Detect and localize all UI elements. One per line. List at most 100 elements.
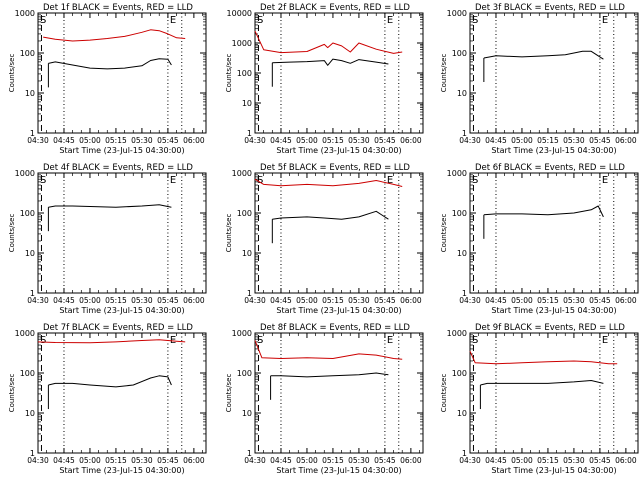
chart-panel-5: Det 5f BLACK = Events, RED = LLD 1 10 100 10… [225,163,424,315]
series-line-events [272,58,389,66]
x-tick-label: 05:00 [296,136,318,145]
chart-panel-4: Det 4f BLACK = Events, RED = LLD 1 10 100 10… [8,163,207,315]
y-tick-label: 1000 [232,169,252,178]
end-marker-label: E [602,15,608,26]
x-tick-label: 06:00 [400,296,422,305]
x-tick-label: 05:00 [79,136,101,145]
x-tick-label: 06:00 [400,456,422,465]
x-tick-label: 06:00 [183,296,205,305]
x-axis-label: Start Time (23-Jul-15 04:30:00) [491,146,616,155]
chart-title: Det 8f BLACK = Events, RED = LLD [260,323,410,333]
chart-panel-8: Det 8f BLACK = Events, RED = LLD 1 10 100 10… [225,323,424,475]
chart-panel-9: Det 9f BLACK = Events, RED = LLD 1 10 100 10… [440,323,639,475]
y-tick-label: 1 [247,449,252,458]
y-axis-label: Counts/sec [225,54,233,93]
x-tick-label: 05:45 [157,296,179,305]
y-tick-label: 100 [237,69,252,78]
x-tick-label: 05:15 [537,136,559,145]
x-tick-label: 05:30 [348,136,370,145]
y-axis-label: Counts/sec [8,54,16,93]
x-axis-label: Start Time (23-Jul-15 04:30:00) [491,306,616,315]
x-tick-label: 05:45 [374,296,396,305]
y-tick-label: 100 [20,49,35,58]
x-axis-label: Start Time (23-Jul-15 04:30:00) [59,466,184,475]
plot-frame [254,172,424,294]
y-tick-label: 1 [30,449,35,458]
x-axis-label: Start Time (23-Jul-15 04:30:00) [59,306,184,315]
series-line-events [483,50,604,60]
plot-frame [254,332,424,454]
start-marker-label: S [257,15,263,26]
chart-title: Det 1f BLACK = Events, RED = LLD [43,3,193,13]
x-tick-label: 06:00 [615,296,637,305]
x-tick-label: 04:45 [53,456,75,465]
y-tick-label: 10 [242,409,252,418]
start-marker-label: S [40,335,46,346]
chart-title: Det 9f BLACK = Events, RED = LLD [475,323,625,333]
end-marker-label: E [387,175,393,186]
chart-panel-1: Det 1f BLACK = Events, RED = LLD 1 10 100 10… [8,3,207,155]
start-marker-label: S [40,15,46,26]
x-tick-label: 05:30 [348,296,370,305]
series-line-lld [254,178,403,187]
chart-title: Det 3f BLACK = Events, RED = LLD [475,3,625,13]
end-marker-label: E [602,175,608,186]
x-tick-label: 04:45 [270,136,292,145]
y-tick-label: 10 [25,89,35,98]
chart-title: Det 7f BLACK = Events, RED = LLD [43,323,193,333]
chart-panel-3: Det 3f BLACK = Events, RED = LLD 1 10 100 10… [440,3,639,155]
chart-title: Det 2f BLACK = Events, RED = LLD [260,3,410,13]
series-line-lld [43,29,186,42]
x-tick-label: 04:30 [459,136,481,145]
x-tick-label: 05:00 [79,296,101,305]
x-tick-label: 06:00 [183,136,205,145]
x-axis-label: Start Time (23-Jul-15 04:30:00) [276,146,401,155]
y-tick-label: 10 [242,99,252,108]
series-line-events [270,372,389,378]
x-tick-label: 05:45 [374,136,396,145]
x-tick-label: 06:00 [400,136,422,145]
x-tick-label: 05:15 [322,456,344,465]
series-line-events [48,375,172,388]
y-tick-label: 1 [30,129,35,138]
plot-frame [469,12,639,134]
y-axis-label: Counts/sec [225,374,233,413]
y-tick-label: 1000 [447,169,467,178]
end-marker-label: E [602,335,608,346]
series-line-lld [254,340,403,360]
y-tick-label: 10 [457,249,467,258]
plot-frame [37,172,207,294]
series-line-lld [254,30,403,54]
x-axis-label: Start Time (23-Jul-15 04:30:00) [276,466,401,475]
x-tick-label: 05:30 [131,136,153,145]
x-tick-label: 05:00 [511,456,533,465]
x-tick-label: 04:30 [244,456,266,465]
x-tick-label: 04:45 [53,296,75,305]
x-tick-label: 04:30 [27,456,49,465]
plot-frame [37,12,207,134]
plot-frame [469,172,639,294]
series-line-events [48,204,172,208]
x-tick-label: 05:45 [589,136,611,145]
start-marker-label: S [40,175,46,186]
x-tick-label: 05:30 [131,296,153,305]
series-line-lld [469,350,618,365]
y-tick-label: 100 [20,369,35,378]
x-tick-label: 04:30 [27,296,49,305]
y-tick-label: 1000 [447,329,467,338]
x-tick-label: 05:00 [296,296,318,305]
series-line-events [48,58,172,70]
series-line-events [483,205,604,218]
y-tick-label: 1 [30,289,35,298]
x-tick-label: 04:30 [244,296,266,305]
x-tick-label: 05:15 [105,456,127,465]
x-tick-label: 05:30 [563,456,585,465]
x-tick-label: 04:30 [459,456,481,465]
x-tick-label: 05:00 [511,136,533,145]
x-axis-label: Start Time (23-Jul-15 04:30:00) [491,466,616,475]
y-tick-label: 10 [25,409,35,418]
end-marker-label: E [387,335,393,346]
y-axis-label: Counts/sec [440,214,448,253]
x-tick-label: 06:00 [615,136,637,145]
y-tick-label: 100 [237,369,252,378]
